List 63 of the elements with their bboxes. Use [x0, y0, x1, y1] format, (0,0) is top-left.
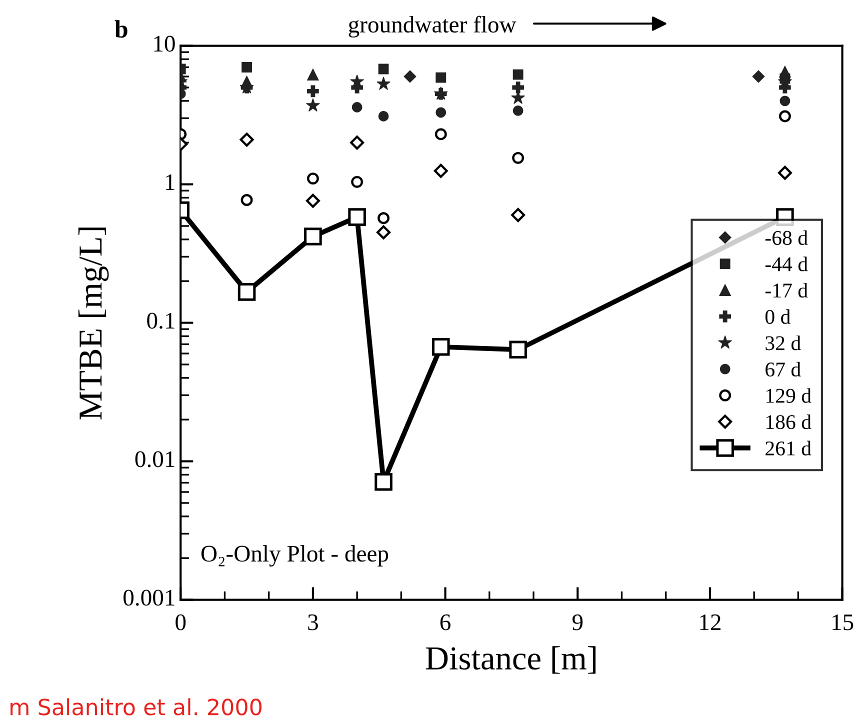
point: [512, 69, 524, 80]
legend-label: 32 d: [766, 336, 801, 350]
x-tick-label: 9: [572, 614, 583, 630]
point: [351, 176, 364, 188]
legend-label: 0 d: [765, 309, 790, 324]
point: [306, 98, 320, 112]
y-tick-label: 10: [154, 36, 175, 52]
point: [374, 472, 392, 491]
legend-label: 261 d: [766, 440, 812, 456]
y-tick-label: 0.01: [135, 451, 174, 468]
y-tick-label: 1: [166, 174, 174, 190]
text: m Salanitro et al. 2000: [10, 698, 262, 716]
point: [432, 338, 450, 356]
x-axis-title: Distance [m]: [426, 646, 596, 674]
legend-label: -17 d: [765, 282, 808, 298]
point: [306, 172, 319, 185]
point: [436, 107, 446, 118]
point: [307, 68, 319, 80]
legend-label: 186 d: [766, 414, 812, 430]
point: [436, 72, 446, 83]
point: [304, 228, 322, 246]
point: [434, 128, 447, 140]
point: [434, 164, 448, 178]
point: [378, 111, 389, 122]
point: [238, 283, 256, 301]
point: [352, 102, 362, 112]
point: [378, 212, 390, 224]
legend-label: -44 d: [765, 256, 808, 272]
point: [778, 110, 791, 122]
point: [242, 62, 252, 72]
chart-title: b: [114, 20, 128, 38]
point: [512, 152, 524, 164]
point: [509, 340, 527, 359]
y-axis-title: MTBE [mg/L]: [78, 228, 109, 420]
y-tick-label: 0.1: [147, 312, 174, 329]
point: [376, 76, 390, 90]
x-tick-label: 6: [440, 614, 450, 630]
point: [348, 208, 366, 226]
annotation: O₂-Only Plot - deep: [201, 545, 388, 567]
point: [780, 96, 790, 106]
x-tick-label: 0: [176, 614, 186, 630]
point: [511, 208, 526, 222]
point: [240, 132, 254, 147]
legend-label: -68 d: [765, 230, 808, 245]
point: [376, 225, 391, 240]
point: [240, 194, 253, 206]
point: [307, 85, 319, 98]
point: [306, 194, 320, 208]
point: [512, 105, 524, 116]
point: [512, 82, 524, 94]
legend-label: 129 d: [766, 388, 812, 403]
point: [350, 136, 364, 150]
x-tick-label: 12: [700, 614, 720, 630]
legend-label: 67 d: [766, 362, 801, 377]
y-tick-label: 0.001: [124, 590, 174, 606]
point: [778, 166, 792, 180]
text: groundwater flow: [348, 16, 516, 38]
point: [378, 64, 389, 74]
point: [779, 66, 791, 78]
point: [752, 70, 765, 83]
point: [404, 70, 416, 83]
x-tick-label: 3: [308, 614, 318, 630]
x-tick-label: 15: [832, 614, 854, 630]
